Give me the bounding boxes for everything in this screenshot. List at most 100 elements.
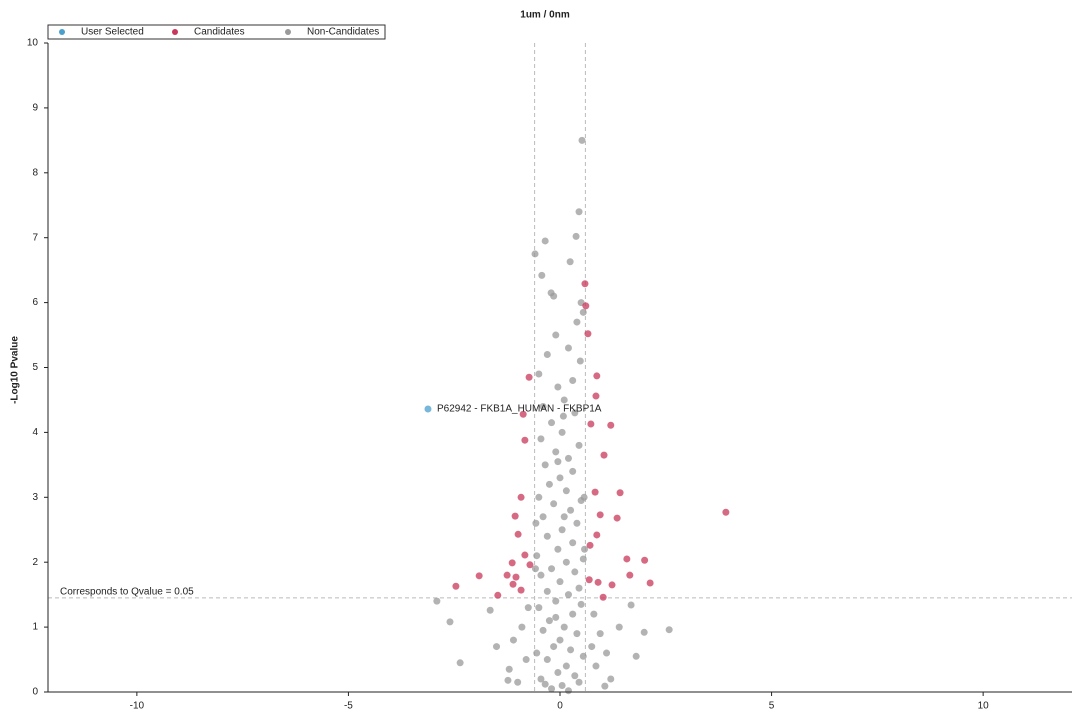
point bbox=[566, 258, 574, 266]
point bbox=[511, 512, 519, 520]
legend-marker bbox=[59, 29, 65, 35]
point bbox=[564, 344, 572, 352]
point bbox=[452, 582, 460, 590]
point bbox=[552, 448, 560, 456]
point bbox=[521, 436, 529, 444]
point bbox=[632, 652, 640, 660]
legend-marker bbox=[285, 29, 291, 35]
point bbox=[550, 292, 558, 300]
point bbox=[567, 506, 575, 514]
y-tick-label: 7 bbox=[32, 232, 38, 243]
point bbox=[592, 662, 600, 670]
point bbox=[600, 451, 608, 459]
point bbox=[571, 672, 579, 680]
point bbox=[556, 636, 564, 644]
point bbox=[533, 552, 541, 560]
point bbox=[569, 467, 577, 475]
x-tick-label: -5 bbox=[344, 701, 353, 712]
point bbox=[519, 410, 527, 418]
x-tick-label: 5 bbox=[769, 701, 775, 712]
point bbox=[514, 530, 522, 538]
point bbox=[554, 383, 562, 391]
y-tick-label: 8 bbox=[32, 167, 38, 178]
point bbox=[550, 643, 558, 651]
point bbox=[571, 409, 579, 417]
point bbox=[573, 630, 581, 638]
point bbox=[581, 545, 589, 553]
point bbox=[599, 593, 607, 601]
point bbox=[579, 308, 587, 316]
point bbox=[593, 531, 601, 539]
threshold-label: Corresponds to Qvalue = 0.05 bbox=[60, 587, 194, 598]
point bbox=[537, 435, 545, 443]
point bbox=[641, 556, 649, 564]
point bbox=[548, 565, 556, 573]
y-tick-label: 1 bbox=[32, 622, 38, 633]
point bbox=[560, 623, 568, 631]
point bbox=[575, 208, 583, 216]
point bbox=[592, 392, 600, 400]
point bbox=[556, 474, 564, 482]
point bbox=[564, 591, 572, 599]
chart-title: 1um / 0nm bbox=[520, 10, 570, 21]
point bbox=[627, 601, 635, 609]
point bbox=[533, 649, 541, 657]
point bbox=[564, 454, 572, 462]
point bbox=[562, 487, 570, 495]
point bbox=[575, 584, 583, 592]
point bbox=[556, 578, 564, 586]
point bbox=[607, 675, 615, 683]
point bbox=[554, 669, 562, 677]
point bbox=[535, 493, 543, 501]
point bbox=[591, 488, 599, 496]
point bbox=[569, 539, 577, 547]
y-tick-label: 2 bbox=[32, 557, 38, 568]
point bbox=[433, 597, 441, 605]
point bbox=[562, 558, 570, 566]
point bbox=[562, 662, 570, 670]
point bbox=[582, 302, 590, 310]
point bbox=[575, 441, 583, 449]
point bbox=[532, 519, 540, 527]
point bbox=[508, 559, 516, 567]
point bbox=[569, 610, 577, 618]
point bbox=[541, 461, 549, 469]
point bbox=[623, 555, 631, 563]
point bbox=[552, 331, 560, 339]
point bbox=[524, 604, 532, 612]
point bbox=[558, 526, 566, 534]
point bbox=[552, 613, 560, 621]
y-axis-label: -Log10 Pvalue bbox=[10, 336, 21, 404]
point bbox=[545, 480, 553, 488]
point bbox=[543, 351, 551, 359]
point bbox=[596, 630, 604, 638]
y-tick-label: 6 bbox=[32, 297, 38, 308]
point bbox=[573, 318, 581, 326]
point bbox=[579, 652, 587, 660]
point bbox=[580, 493, 588, 501]
point bbox=[575, 678, 583, 686]
point bbox=[576, 357, 584, 365]
point bbox=[603, 649, 611, 657]
point bbox=[550, 500, 558, 508]
point bbox=[607, 421, 615, 429]
point bbox=[537, 571, 545, 579]
point bbox=[577, 600, 585, 608]
legend bbox=[47, 24, 386, 40]
point bbox=[535, 370, 543, 378]
legend-label: Candidates bbox=[194, 27, 245, 38]
point bbox=[572, 232, 580, 240]
point bbox=[535, 604, 543, 612]
point bbox=[594, 578, 602, 586]
point bbox=[509, 636, 517, 644]
point bbox=[552, 597, 560, 605]
point bbox=[541, 680, 549, 688]
point bbox=[517, 493, 525, 501]
point bbox=[558, 428, 566, 436]
y-tick-label: 4 bbox=[32, 427, 38, 438]
point bbox=[584, 330, 592, 338]
point bbox=[494, 591, 502, 599]
point bbox=[493, 643, 501, 651]
